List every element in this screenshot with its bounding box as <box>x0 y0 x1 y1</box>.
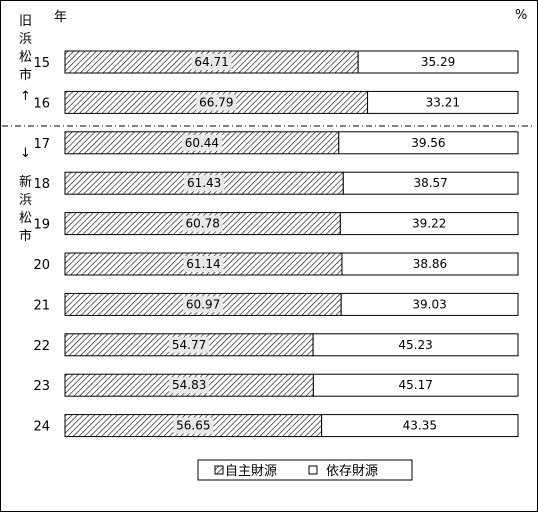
bar-segment-dependent <box>321 414 519 438</box>
value-label-self: 61.14 <box>186 257 220 271</box>
legend-box <box>197 459 413 481</box>
value-label-bg <box>191 54 232 70</box>
old-city-char: 市 <box>19 67 32 83</box>
year-tick-label: 23 <box>33 379 50 394</box>
bar-row: 17 60.44 39.56 <box>33 131 519 155</box>
bar-segment-dependent <box>338 131 519 155</box>
new-city-char: 市 <box>19 228 32 244</box>
value-label-self: 61.43 <box>187 176 221 190</box>
value-label-dependent: 43.35 <box>403 419 437 433</box>
legend-swatch-dependent <box>308 465 318 475</box>
down-arrow: ↓ <box>20 146 31 161</box>
bar-row: 23 54.83 45.17 <box>33 373 519 397</box>
value-label-dependent: 38.86 <box>413 257 447 271</box>
year-unit-label: 年 <box>54 10 67 25</box>
year-tick-label: 24 <box>33 420 50 435</box>
value-label-dependent: 35.29 <box>421 55 455 69</box>
value-label-self: 60.97 <box>186 297 220 311</box>
bar-segment-dependent <box>341 252 519 276</box>
value-label-bg <box>169 377 210 394</box>
new-city-char: 浜 <box>19 193 32 208</box>
old-city-char: 浜 <box>19 32 32 47</box>
new-city-char: 松 <box>19 211 32 226</box>
new-city-label: 新 浜 松 市 <box>19 174 32 244</box>
bar-row: 15 64.71 35.29 <box>33 50 519 74</box>
value-label-dependent: 39.03 <box>412 297 446 311</box>
value-label-bg <box>181 134 222 151</box>
value-label-dependent: 45.23 <box>398 338 432 352</box>
bar-row: 24 56.65 43.35 <box>33 414 519 438</box>
value-label-bg <box>169 336 210 353</box>
year-tick-label: 22 <box>33 339 50 354</box>
legend-label-self: 自主財源 <box>225 464 277 479</box>
bars-group: 15 64.71 35.29 16 66.79 33.21 17 60.44 39.56 18 61… <box>33 50 519 438</box>
value-label-self: 54.83 <box>172 378 206 392</box>
bar-row: 16 66.79 33.21 <box>33 90 519 114</box>
year-tick-label: 15 <box>33 56 50 71</box>
value-label-dependent: 38.57 <box>413 176 447 190</box>
old-city-char: 松 <box>19 50 32 65</box>
old-city-char: 旧 <box>19 14 32 29</box>
value-label-bg <box>182 215 223 232</box>
bar-row: 18 61.43 38.57 <box>33 171 519 195</box>
bar-segment-dependent <box>357 50 519 74</box>
bar-segment-dependent <box>367 90 519 114</box>
value-label-self: 60.44 <box>185 136 219 150</box>
value-label-dependent: 39.56 <box>411 136 445 150</box>
value-label-bg <box>173 417 214 434</box>
year-tick-label: 21 <box>33 298 50 313</box>
value-label-dependent: 45.17 <box>399 378 433 392</box>
new-city-char: 新 <box>19 174 32 190</box>
legend: 自主財源 依存財源 <box>197 459 413 481</box>
bar-row: 21 60.97 39.03 <box>33 292 519 316</box>
old-city-label: 旧 浜 松 市 <box>19 14 32 83</box>
year-tick-label: 17 <box>33 137 50 152</box>
bar-segment-dependent <box>312 373 519 397</box>
year-tick-label: 19 <box>33 218 50 233</box>
bar-row: 22 54.77 45.23 <box>33 333 519 357</box>
year-tick-label: 20 <box>33 258 50 273</box>
bar-segment-dependent <box>342 171 519 195</box>
bar-segment-dependent <box>312 333 519 357</box>
value-label-bg <box>184 175 225 192</box>
value-label-bg <box>196 94 237 111</box>
value-label-dependent: 33.21 <box>426 95 460 109</box>
value-label-self: 64.71 <box>194 55 228 69</box>
percent-unit-label: % <box>515 8 527 23</box>
value-label-self: 66.79 <box>199 95 233 109</box>
legend-label-dependent: 依存財源 <box>326 464 378 479</box>
legend-swatch-self <box>214 465 224 475</box>
value-label-self: 60.78 <box>185 217 219 231</box>
value-label-bg <box>183 296 224 313</box>
value-label-self: 56.65 <box>176 419 210 433</box>
bar-segment-dependent <box>339 212 519 236</box>
year-tick-label: 18 <box>33 177 50 192</box>
value-label-dependent: 39.22 <box>412 217 446 231</box>
bar-segment-dependent <box>340 292 519 316</box>
bar-row: 20 61.14 38.86 <box>33 252 519 276</box>
bar-row: 19 60.78 39.22 <box>33 212 519 236</box>
value-label-bg <box>183 256 224 272</box>
up-arrow: ↑ <box>20 89 31 104</box>
value-label-self: 54.77 <box>172 338 206 352</box>
year-tick-label: 16 <box>33 96 50 111</box>
